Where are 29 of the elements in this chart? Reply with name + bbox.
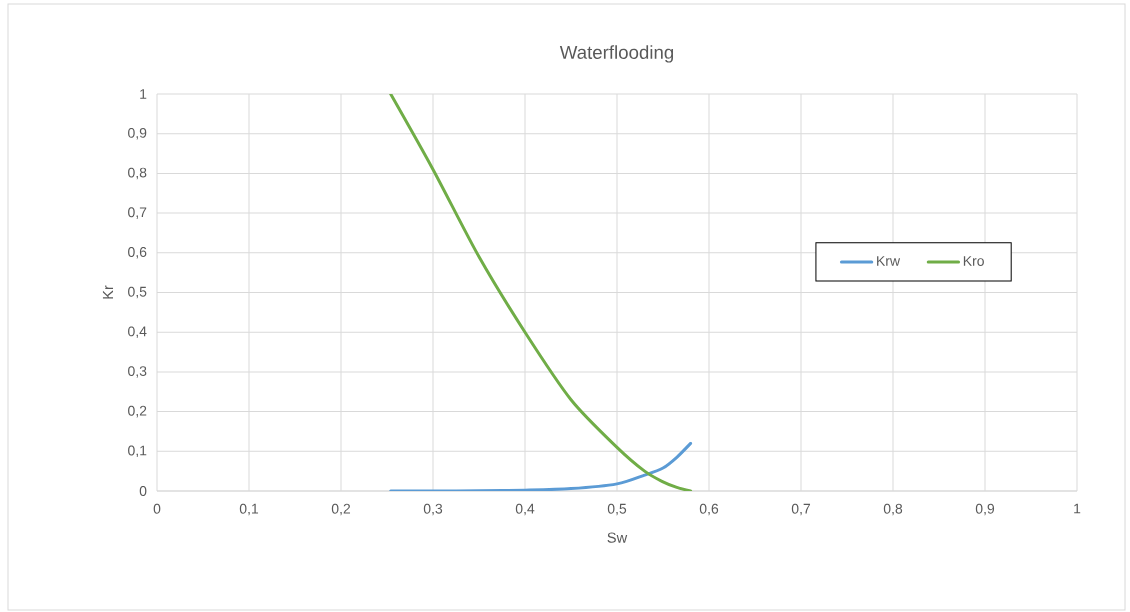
x-tick-label: 0 — [153, 503, 161, 514]
y-tick-label: 0,8 — [128, 167, 147, 180]
x-tick-label: 0,3 — [423, 503, 443, 516]
legend-label: Kro — [963, 256, 984, 266]
x-tick-label: 1 — [1074, 503, 1081, 514]
y-axis-title: Kr — [102, 285, 114, 299]
chart-title: Waterflooding — [559, 45, 674, 63]
x-tick-label: 0,8 — [883, 503, 903, 516]
y-tick-label: 0,5 — [128, 286, 147, 299]
legend-label: Krw — [877, 256, 901, 266]
x-tick-label: 0,9 — [975, 503, 995, 516]
x-axis-title: Sw — [607, 532, 628, 543]
line-series — [389, 94, 693, 491]
x-tick-label: 0,2 — [331, 503, 351, 516]
y-tick-label: 0,3 — [128, 366, 147, 378]
y-tick-label: 0,9 — [128, 127, 147, 140]
x-tick-label: 0,6 — [699, 503, 719, 516]
x-tick-label: 0,1 — [239, 503, 259, 516]
y-tick-label: 0 — [139, 486, 147, 496]
x-tick-label: 0,4 — [515, 503, 535, 516]
y-tick-label: 0,1 — [128, 445, 147, 458]
y-tick-label: 0,7 — [128, 207, 147, 219]
y-tick-label: 0,6 — [128, 247, 147, 259]
line-series — [389, 441, 693, 491]
y-tick-label: 0,2 — [128, 405, 147, 418]
y-tick-label: 0,4 — [128, 326, 147, 338]
x-tick-label: 0,7 — [791, 503, 811, 516]
y-tick-label: 1 — [140, 89, 147, 99]
x-tick-label: 0,5 — [607, 503, 627, 516]
